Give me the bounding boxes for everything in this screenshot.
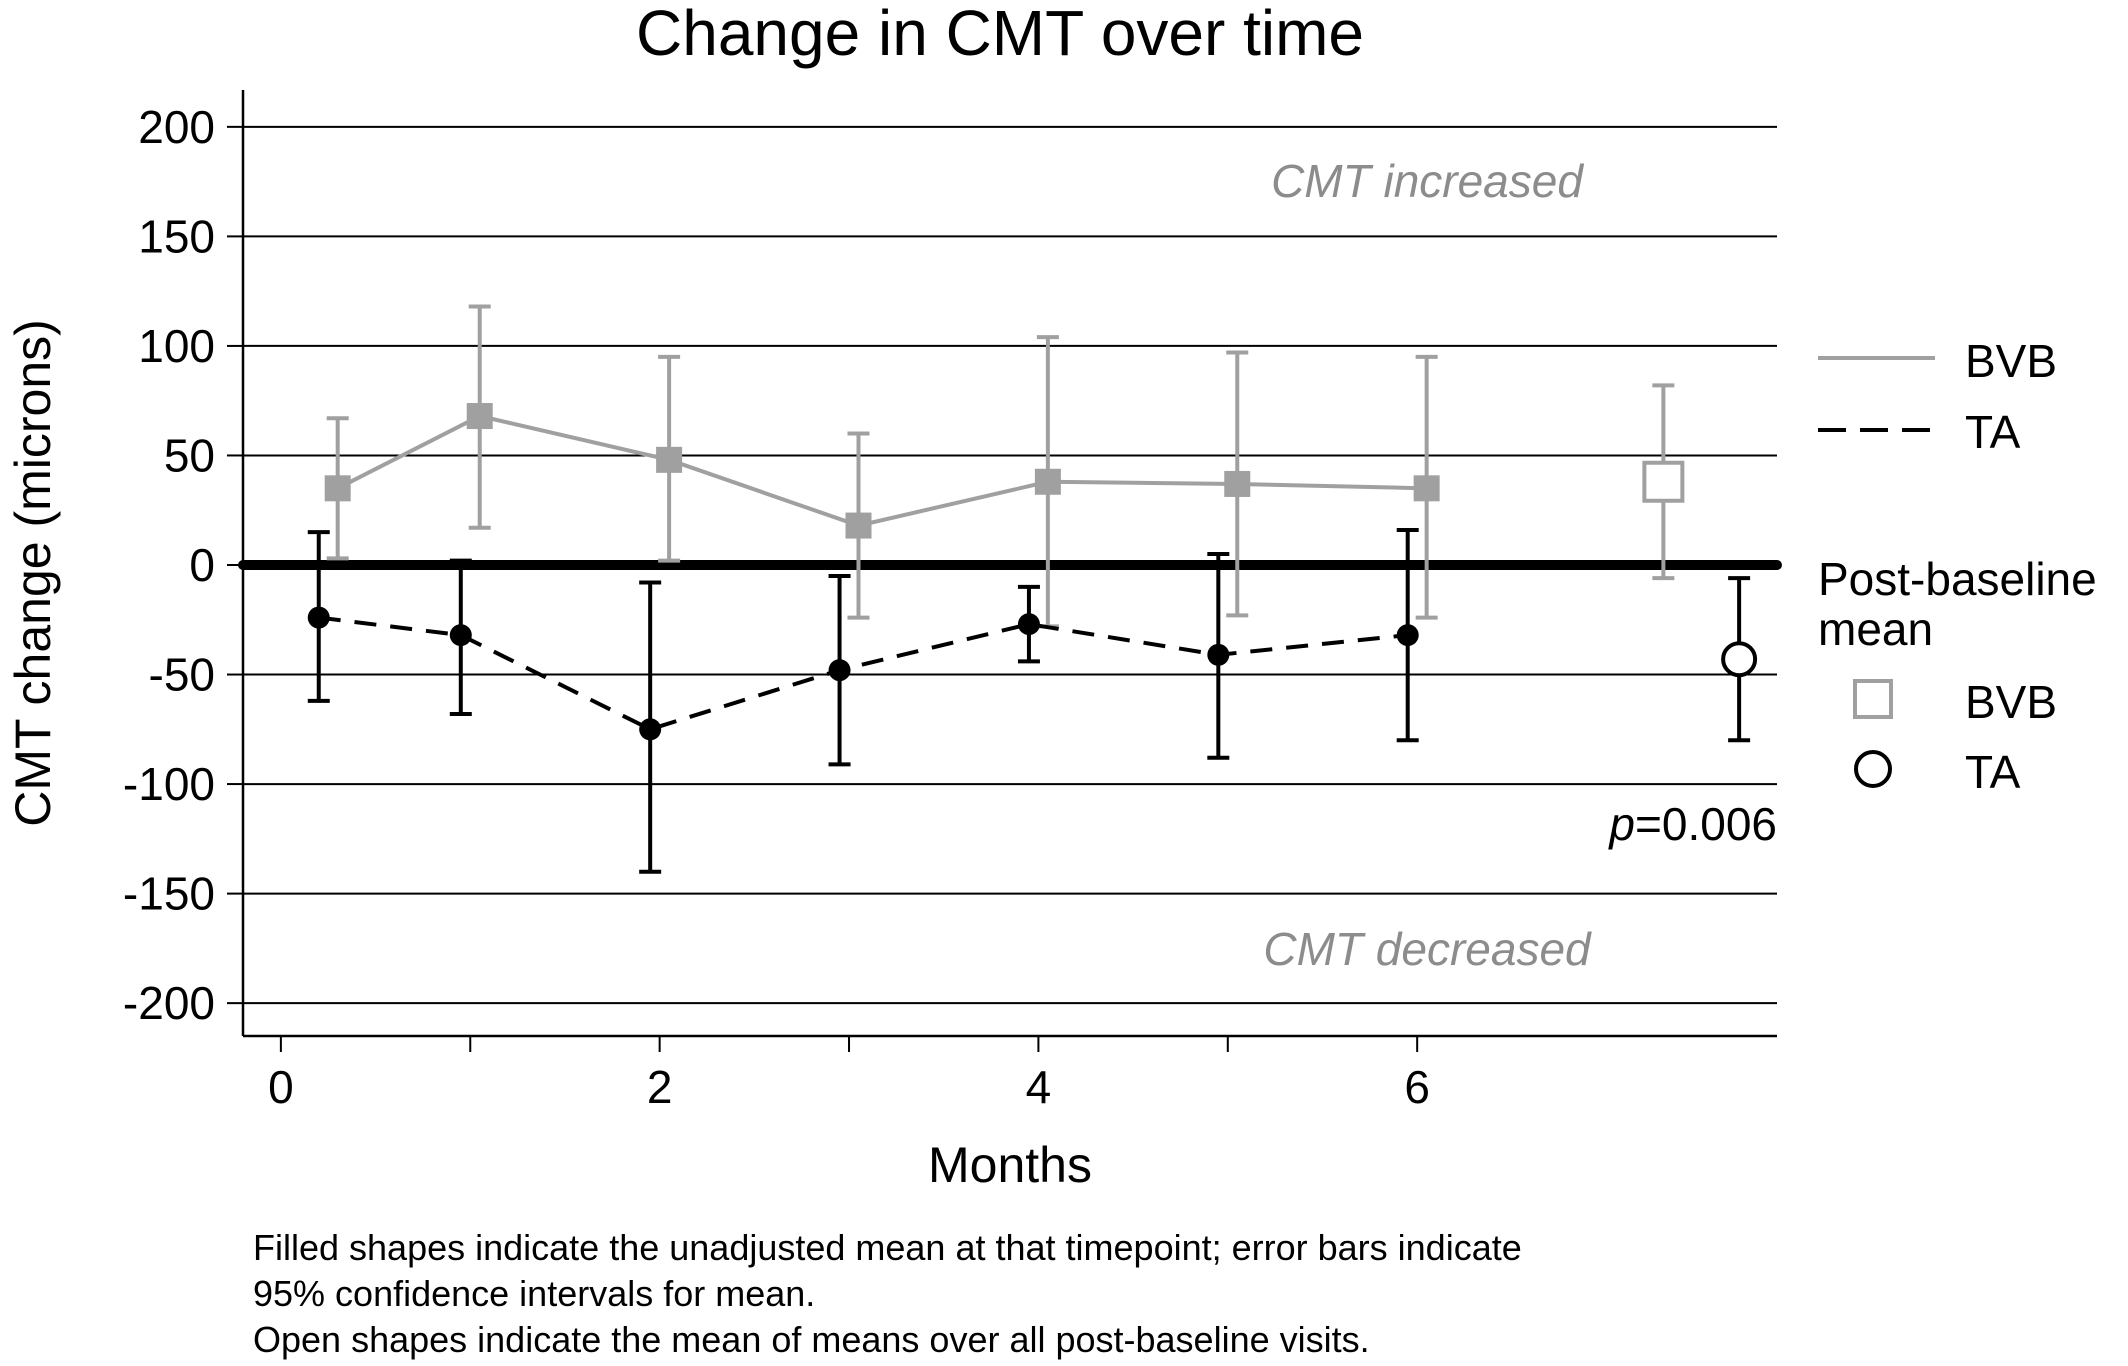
y-tick-label: 50 [164, 429, 215, 481]
legend: BVB TA Post-baseline mean BVB TA [1818, 335, 2097, 798]
legend-open-circle-icon [1854, 750, 1892, 788]
post-baseline-mean-bvb [1642, 460, 1685, 503]
x-tick-label: 6 [1404, 1061, 1430, 1113]
point-bvb [656, 446, 683, 473]
legend-label-ta: TA [1965, 406, 2021, 458]
chart-title: Change in CMT over time [636, 0, 1364, 69]
footnotes: Filled shapes indicate the unadjusted me… [253, 1227, 1522, 1360]
point-bvb [324, 475, 351, 502]
point-ta [639, 718, 662, 741]
point-bvb [845, 512, 872, 539]
y-ticks: 200 150 100 50 0 -50 -100 -150 -200 [123, 101, 243, 1029]
point-bvb [466, 403, 493, 430]
y-tick-label: 0 [189, 539, 215, 591]
y-tick-label: -100 [123, 758, 215, 810]
x-ticks: 0 2 4 6 [268, 1036, 1430, 1113]
region-increased-label: CMT increased [1271, 155, 1584, 207]
y-tick-label: 100 [138, 320, 215, 372]
legend-label-post-bvb: BVB [1965, 676, 2057, 728]
region-decreased-label: CMT decreased [1263, 923, 1592, 975]
point-bvb [1034, 468, 1061, 495]
y-tick-label: -150 [123, 868, 215, 920]
x-tick-label: 4 [1026, 1061, 1052, 1113]
legend-label-bvb: BVB [1965, 335, 2057, 387]
series-line-bvb [336, 413, 1427, 528]
point-ta [449, 624, 472, 647]
grid [243, 125, 1777, 1005]
post-baseline-mean-ta [1721, 641, 1758, 678]
point-bvb [1224, 470, 1251, 497]
x-tick-label: 2 [647, 1061, 673, 1113]
point-ta [307, 606, 330, 629]
footnote-1: Filled shapes indicate the unadjusted me… [253, 1227, 1522, 1268]
p-value-number: =0.006 [1635, 798, 1777, 850]
p-value: p=0.006 [1607, 798, 1777, 850]
legend-post-baseline-title: Post-baseline [1818, 553, 2097, 605]
legend-post-baseline-title-2: mean [1818, 603, 1933, 655]
point-ta [1017, 613, 1040, 636]
footnote-3: Open shapes indicate the mean of means o… [253, 1319, 1370, 1360]
axes [238, 90, 1782, 1038]
series-layer [307, 304, 1758, 874]
point-ta [1207, 643, 1230, 666]
point-bvb [1413, 475, 1440, 502]
y-axis-label: CMT change (microns) [5, 319, 61, 827]
footnote-2: 95% confidence intervals for mean. [253, 1273, 815, 1314]
x-axis-label: Months [928, 1137, 1092, 1193]
series-line-ta [318, 615, 1408, 732]
legend-open-square-icon [1853, 679, 1893, 719]
point-ta [1396, 624, 1419, 647]
legend-label-post-ta: TA [1965, 746, 2021, 798]
y-tick-label: -200 [123, 977, 215, 1029]
p-value-italic: p [1607, 798, 1635, 850]
point-ta [828, 659, 851, 682]
y-tick-label: -50 [149, 649, 215, 701]
y-tick-label: 150 [138, 210, 215, 262]
y-tick-label: 200 [138, 101, 215, 153]
x-tick-label: 0 [268, 1061, 294, 1113]
